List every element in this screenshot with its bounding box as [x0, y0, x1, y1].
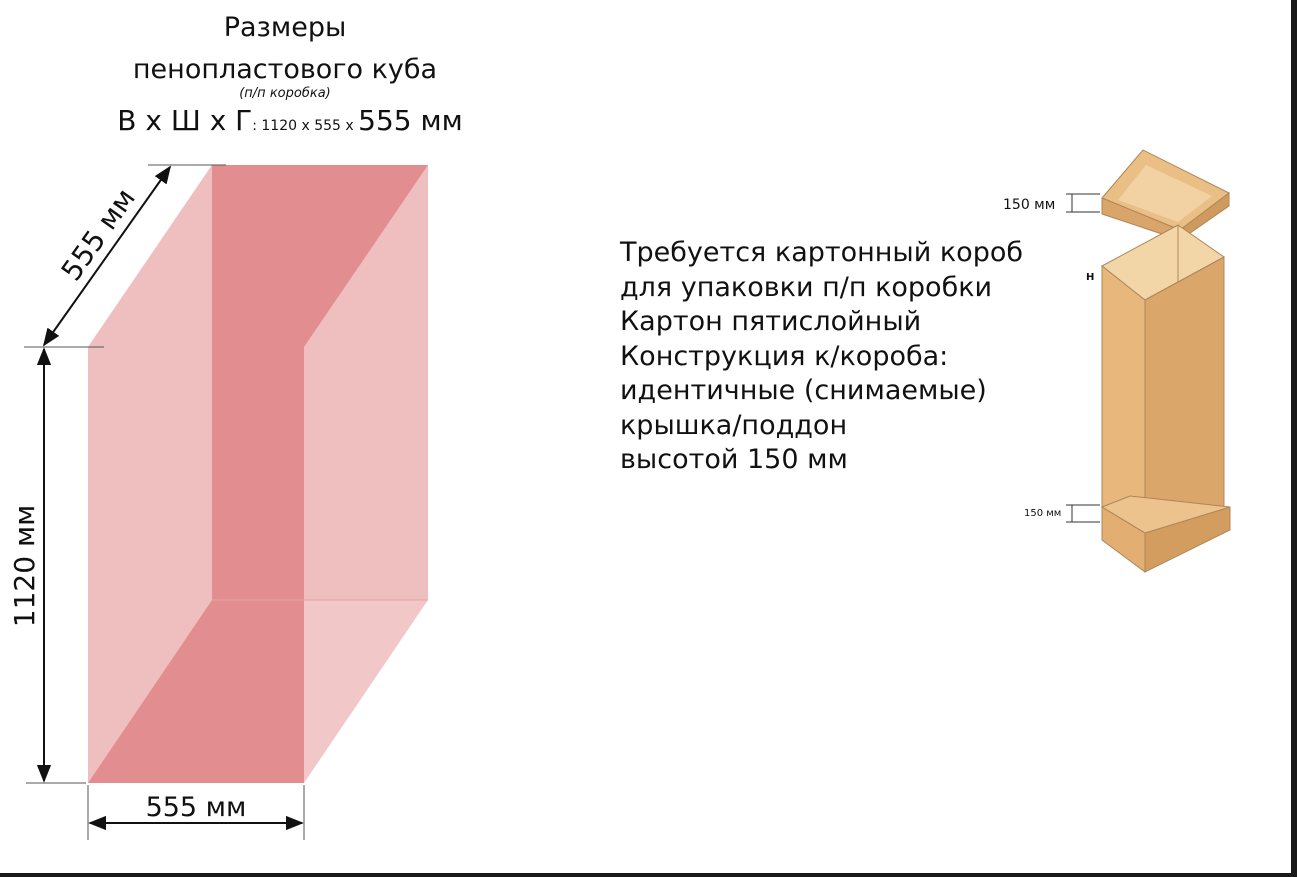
depth-label: 555 мм — [55, 182, 142, 286]
width-label: 555 мм — [146, 792, 247, 823]
tray-right — [1144, 506, 1231, 573]
tray-rim — [1100, 495, 1231, 534]
lid-height-label: 150 мм — [1003, 197, 1055, 213]
title-line-1: Размеры — [223, 12, 347, 43]
body-right-side — [1144, 256, 1225, 550]
desc-line-2: для упаковки п/п коробки — [620, 271, 993, 303]
requirements-text: Требуется картонный короб для упаковки п… — [620, 236, 1060, 478]
box-lid — [1101, 149, 1230, 241]
cube-dark-top-strip — [212, 165, 428, 347]
lid-front-right — [1179, 191, 1230, 241]
cube-right-face — [304, 165, 428, 783]
height-label: 1120 мм — [8, 505, 41, 627]
cube-dark-center-strip — [212, 347, 304, 600]
desc-line-3: Картон пятислойный — [620, 306, 922, 337]
lid-inner — [1118, 165, 1212, 222]
box-tray — [1100, 495, 1231, 573]
depth-dimension-arrow — [42, 165, 172, 347]
box-dimension-markers — [1066, 193, 1100, 523]
extension-lines — [24, 164, 305, 840]
frame-bottom-border — [0, 873, 1297, 877]
cube-faces — [88, 165, 428, 783]
frame-right-border — [1291, 0, 1297, 877]
body-top — [1101, 224, 1225, 301]
desc-line-4: Конструкция к/короба: — [620, 340, 949, 372]
h-label: Н — [1086, 272, 1094, 283]
title-dimensions: В х Ш х Г: 1120 х 555 х 555 мм — [90, 104, 490, 137]
dims-prefix: В х Ш х Г — [117, 104, 253, 137]
cube-dark-bottom-strip — [88, 600, 304, 783]
desc-line-6: крышка/поддон — [620, 409, 848, 441]
box-body — [1101, 224, 1225, 550]
lid-front-left — [1101, 197, 1181, 241]
tray-left — [1101, 506, 1146, 573]
title-line-2: пенопластового куба — [132, 54, 438, 85]
desc-line-7: высотой 150 мм — [620, 444, 848, 475]
dims-values: : 1120 х 555 х — [252, 118, 359, 134]
body-left-side — [1101, 264, 1146, 550]
desc-line-1: Требуется картонный короб — [620, 237, 1024, 268]
lid-top — [1101, 149, 1230, 231]
tray-height-label: 150 мм — [1024, 508, 1061, 519]
desc-line-5: идентичные (снимаемые) — [620, 375, 987, 406]
dims-last: 555 мм — [358, 104, 463, 137]
foam-cube-diagram: 555 мм 1120 мм 555 мм — [8, 164, 428, 840]
title-subtitle: (п/п коробка) — [239, 86, 331, 101]
